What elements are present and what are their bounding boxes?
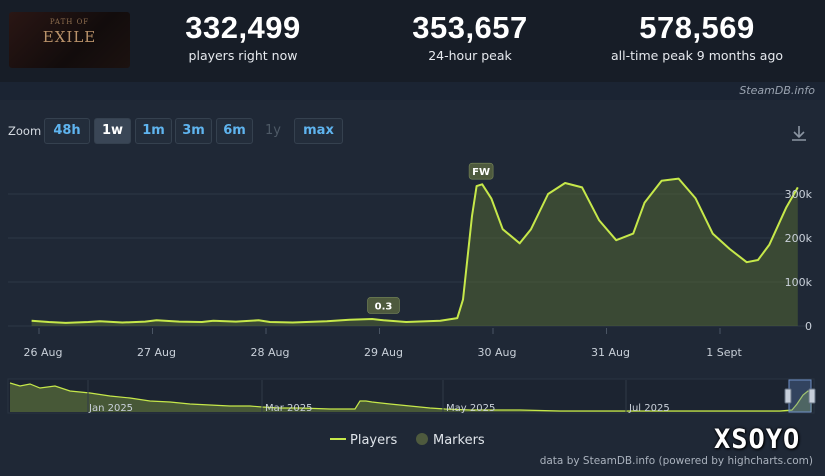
y-tick-label: 100k [785,276,813,289]
stat-value: 353,657 [412,10,528,45]
legend-item-markers[interactable]: Markers [416,433,485,448]
legend-item-players[interactable]: Players [330,433,397,448]
stat-label: all-time peak 9 months ago [610,48,784,63]
legend-markers-symbol [416,433,428,445]
marker-flag [468,162,494,180]
y-tick-label: 0 [805,320,812,333]
zoom-button-1y: 1y [265,123,281,138]
x-tick-label: 30 Aug [478,346,517,359]
navigator-line [9,382,813,412]
zoom-button-6m[interactable]: 6m [216,118,253,144]
navigator-tick-label: Mar 2025 [265,403,313,414]
marker-03[interactable]: 0.3 [367,297,400,314]
x-tick-label: 27 Aug [137,346,176,359]
stat-value: 332,499 [185,10,301,45]
logo-subtext: PATH OF [49,18,90,26]
y-tick-label: 300k [785,188,813,201]
watermark: XSOYO [714,424,801,455]
legend: Players Markers [330,433,485,448]
steamdb-credit[interactable]: SteamDB.info [739,84,815,97]
marker-flag [367,297,400,314]
footer-credit[interactable]: data by SteamDB.info (powered by highcha… [539,455,813,467]
navigator-tick-label: Jan 2025 [88,403,133,414]
zoom-button-1w[interactable]: 1w [94,118,131,144]
zoom-label: Zoom [8,124,42,138]
navigator[interactable]: Jan 2025 Mar 2025 May 2025 Jul 2025 [7,378,816,414]
stat-24h-peak: 353,657 24-hour peak [360,10,580,63]
stats-header: PATH OF EXILE 332,499 players right now … [0,0,825,82]
game-logo[interactable]: PATH OF EXILE [9,12,130,68]
stat-all-time-peak: 578,569 all-time peak 9 months ago [587,10,807,63]
navigator-selection[interactable] [788,379,812,413]
navigator-tick-label: Jul 2025 [628,403,670,414]
stat-label: players right now [188,48,298,63]
x-tick-label: 26 Aug [24,346,63,359]
navigator-handle-left[interactable] [784,388,792,404]
zoom-button-max[interactable]: max [294,118,343,144]
y-tick-label: 200k [785,232,813,245]
x-tick-label: 1 Sept [706,346,742,359]
players-line [31,177,799,324]
marker-label: 0.3 [375,301,393,312]
marker-fw[interactable]: FW [468,162,494,180]
zoom-button-3m[interactable]: 3m [175,118,212,144]
x-tick-label: 29 Aug [364,346,403,359]
navigator-handle-right[interactable] [808,388,816,404]
stat-value: 578,569 [639,10,755,45]
stat-label: 24-hour peak [428,48,512,63]
download-icon[interactable] [790,124,808,146]
players-area [31,178,798,326]
zoom-button-1m[interactable]: 1m [135,118,172,144]
legend-markers-label: Markers [433,433,485,448]
marker-label: FW [472,167,490,178]
x-tick-label: 31 Aug [591,346,630,359]
zoom-button-48h[interactable]: 48h [44,118,90,144]
logo-text: EXILE [42,28,97,46]
x-tick-label: 28 Aug [251,346,290,359]
stat-current-players: 332,499 players right now [133,10,353,63]
legend-players-label: Players [350,433,397,448]
navigator-tick-label: May 2025 [446,403,495,414]
